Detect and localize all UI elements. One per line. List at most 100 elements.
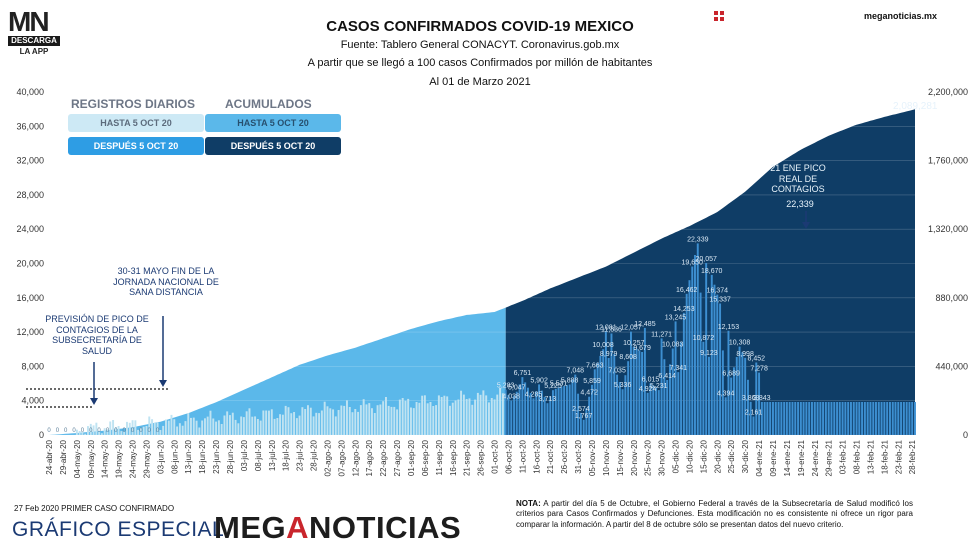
right-axis-ticks: 0 440,000 880,000 1,320,000 1,760,000 2,200,0… <box>928 87 968 440</box>
bar-value-label: 10,308 <box>729 340 751 347</box>
daily-bar <box>304 409 307 435</box>
daily-bar <box>440 397 443 435</box>
bar-value-label: 7,663 <box>586 362 604 369</box>
daily-bar <box>869 402 872 435</box>
daily-bar <box>329 408 332 435</box>
daily-bar <box>822 402 825 435</box>
x-axis-tick: 25-nov-20 <box>644 439 653 476</box>
daily-bar <box>78 431 81 435</box>
daily-bar <box>808 402 811 435</box>
daily-bar <box>229 415 231 435</box>
daily-bar <box>811 402 813 435</box>
daily-bar <box>724 397 727 435</box>
daily-bar <box>423 395 426 435</box>
bar-value-label: 6,015 <box>642 376 660 383</box>
site-link[interactable]: meganoticias.mx <box>863 11 937 21</box>
x-axis-tick: 26-oct-20 <box>560 439 569 473</box>
daily-bar <box>217 420 220 435</box>
grafico-especial: GRÁFICO ESPECIAL <box>12 518 225 541</box>
x-axis-tick: 15-nov-20 <box>616 439 625 476</box>
bar-value-label: 12,153 <box>718 324 740 331</box>
daily-bar <box>624 375 627 435</box>
daily-bar <box>312 416 315 435</box>
daily-bar <box>126 421 128 435</box>
left-axis-tick: 4,000 <box>21 396 44 406</box>
daily-bar <box>905 402 908 435</box>
x-axis-tick: 18-feb-21 <box>880 439 889 474</box>
daily-bar <box>833 402 836 435</box>
daily-bar <box>437 395 440 435</box>
app-logo[interactable]: MN DESCARGA LA APP <box>8 8 60 57</box>
daily-bar <box>371 408 373 435</box>
x-axis-tick: 12-ago-20 <box>351 439 360 476</box>
daily-bar <box>872 402 875 435</box>
x-axis-tick: 13-feb-21 <box>866 439 875 474</box>
daily-bar <box>92 425 95 435</box>
daily-bar <box>791 402 794 435</box>
daily-bar <box>719 303 722 435</box>
daily-bar <box>604 331 607 435</box>
daily-bar <box>774 402 777 435</box>
daily-bar <box>755 362 758 435</box>
daily-bar <box>165 419 167 435</box>
daily-bar <box>669 364 671 435</box>
daily-bar <box>691 266 694 435</box>
daily-bar <box>206 416 209 435</box>
left-axis-tick: 24,000 <box>16 224 44 234</box>
daily-bar <box>568 384 571 435</box>
bar-value-label: 4,038 <box>502 393 520 400</box>
bar-value-label: 8,608 <box>619 354 637 361</box>
left-axis-tick: 28,000 <box>16 190 44 200</box>
daily-bar <box>418 402 421 435</box>
daily-bar <box>176 426 179 435</box>
bar-value-label: 8,979 <box>600 351 618 358</box>
daily-bar <box>109 421 112 435</box>
x-axis-tick: 03-jun-20 <box>156 439 165 473</box>
daily-bar <box>838 402 841 435</box>
bar-value-label: 5,231 <box>650 383 668 390</box>
x-axis-tick: 23-jun-20 <box>212 439 221 473</box>
daily-bar <box>535 391 538 435</box>
daily-bar <box>602 349 605 435</box>
bar-value-label: 2,574 <box>572 406 590 413</box>
daily-bar <box>566 385 568 435</box>
daily-bar <box>858 402 861 435</box>
daily-bar <box>702 341 705 435</box>
daily-bar <box>524 382 527 435</box>
daily-bar <box>84 433 87 435</box>
daily-bar <box>254 416 257 435</box>
daily-bar <box>777 402 780 435</box>
annotations <box>26 211 810 408</box>
x-axis-tick: 11-oct-20 <box>518 439 527 473</box>
daily-bar <box>914 402 916 435</box>
daily-bar <box>889 402 891 435</box>
daily-bar <box>735 357 738 435</box>
menu-grid-icon[interactable] <box>714 11 724 21</box>
daily-bar <box>426 403 429 435</box>
daily-bar <box>337 410 340 435</box>
daily-bar <box>883 402 886 435</box>
daily-bar <box>621 389 624 435</box>
bar-zero-label: 0 <box>123 428 127 434</box>
pico-arrow-head <box>802 222 810 229</box>
legend-daily-after: DESPUÉS 5 OCT 20 <box>68 137 204 155</box>
daily-bar <box>167 420 170 435</box>
daily-bar <box>404 400 407 435</box>
daily-bar <box>819 402 822 435</box>
left-axis-tick: 0 <box>39 430 44 440</box>
daily-bar <box>727 330 730 435</box>
daily-bar <box>393 406 396 435</box>
x-axis-tick: 11-sep-20 <box>435 439 444 475</box>
daily-bar <box>730 377 733 435</box>
left-axis-tick: 8,000 <box>21 361 44 371</box>
bar-value-label: 12,485 <box>634 321 656 328</box>
bar-zero-label: 0 <box>56 428 60 434</box>
daily-bar <box>379 404 382 435</box>
bar-value-label: 7,278 <box>750 366 768 373</box>
daily-bar <box>682 312 685 435</box>
bar-value-label: 13,245 <box>665 314 687 321</box>
daily-bar <box>114 427 117 435</box>
daily-bar <box>173 419 176 435</box>
daily-bar <box>340 405 343 435</box>
